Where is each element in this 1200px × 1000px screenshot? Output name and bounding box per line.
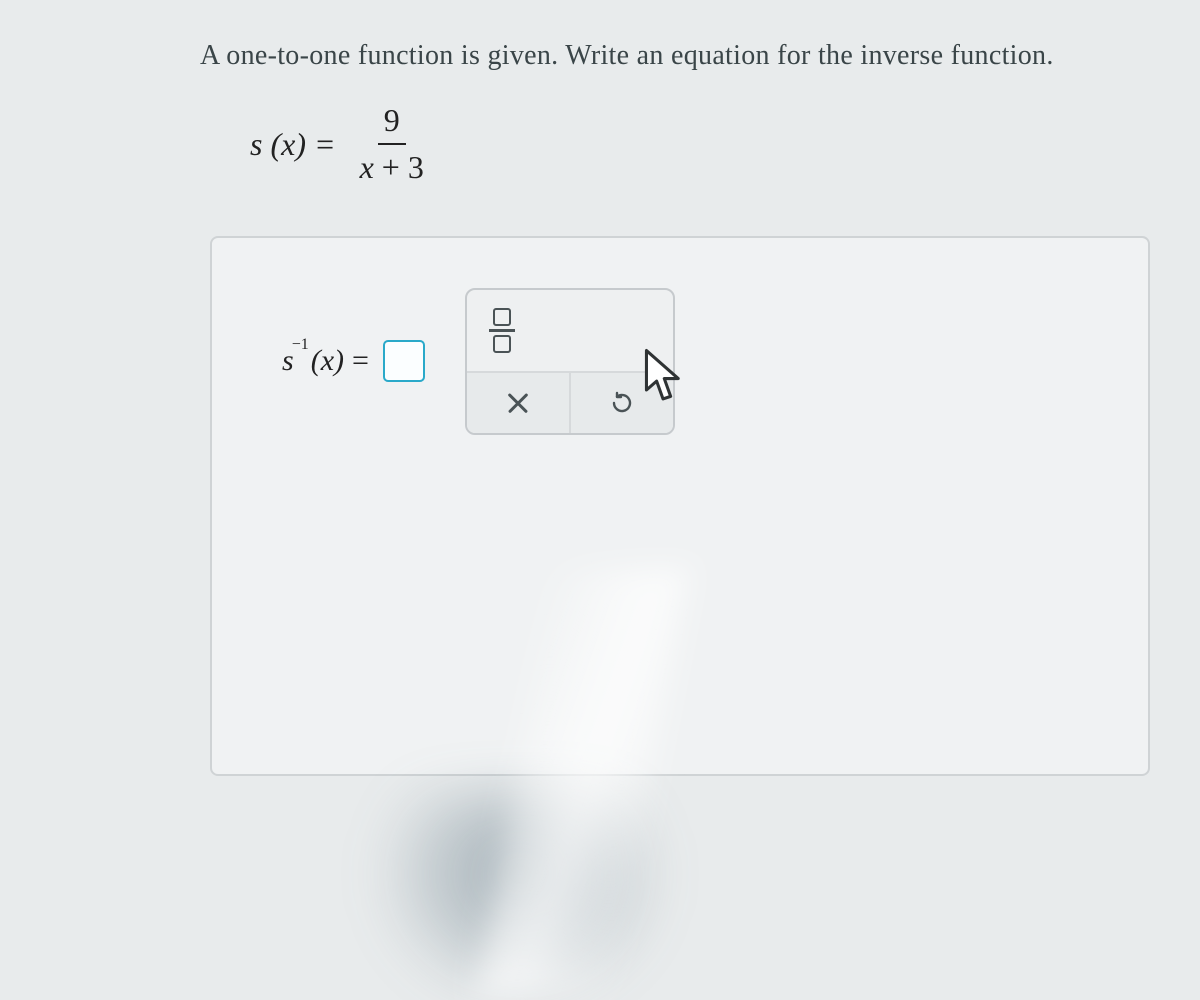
close-icon xyxy=(507,392,529,414)
inverse-equation: s−1(x) = xyxy=(282,340,425,382)
given-lhs: s (x) = xyxy=(250,126,336,163)
answer-panel: s−1(x) = xyxy=(210,236,1150,776)
photo-shadow-artifact xyxy=(380,790,660,1000)
answer-input[interactable] xyxy=(383,340,425,382)
fraction-icon-bottom xyxy=(493,335,511,353)
given-fraction: 9 x + 3 xyxy=(354,102,430,186)
given-denominator: x + 3 xyxy=(354,145,430,186)
denominator-const: 3 xyxy=(408,149,424,185)
denominator-var: x xyxy=(360,149,374,185)
reset-icon xyxy=(610,391,634,415)
question-prompt: A one-to-one function is given. Write an… xyxy=(200,40,1140,72)
reset-button[interactable] xyxy=(569,373,673,433)
denominator-op: + xyxy=(382,149,400,185)
fraction-icon-top xyxy=(493,308,511,326)
given-function: s (x) = 9 x + 3 xyxy=(250,102,1140,186)
fraction-tool-button[interactable] xyxy=(489,308,515,353)
inverse-exponent: −1 xyxy=(292,336,309,353)
inverse-arg: (x) xyxy=(311,344,344,377)
given-numerator: 9 xyxy=(378,102,406,145)
photo-glare-artifact xyxy=(474,568,690,998)
fraction-icon-bar xyxy=(489,329,515,332)
equals-sign: = xyxy=(352,344,369,378)
tool-panel xyxy=(465,288,675,435)
clear-button[interactable] xyxy=(467,373,569,433)
